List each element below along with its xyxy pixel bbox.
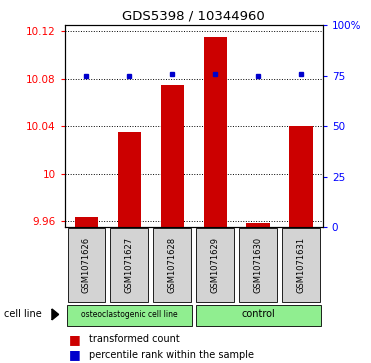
FancyBboxPatch shape (154, 228, 191, 302)
Text: transformed count: transformed count (89, 334, 180, 344)
Text: GSM1071627: GSM1071627 (125, 237, 134, 293)
Text: osteoclastogenic cell line: osteoclastogenic cell line (81, 310, 178, 319)
FancyBboxPatch shape (68, 228, 105, 302)
Bar (118, 132, 141, 227)
FancyBboxPatch shape (67, 305, 192, 326)
FancyBboxPatch shape (196, 305, 321, 326)
FancyBboxPatch shape (111, 228, 148, 302)
Text: GSM1071631: GSM1071631 (297, 237, 306, 293)
Text: GSM1071628: GSM1071628 (168, 237, 177, 293)
FancyBboxPatch shape (282, 228, 320, 302)
Title: GDS5398 / 10344960: GDS5398 / 10344960 (122, 10, 265, 23)
Text: ■: ■ (69, 333, 81, 346)
FancyBboxPatch shape (196, 228, 234, 302)
Text: GSM1071629: GSM1071629 (211, 237, 220, 293)
FancyBboxPatch shape (239, 228, 277, 302)
Bar (204, 37, 227, 227)
Text: GSM1071630: GSM1071630 (254, 237, 263, 293)
Text: control: control (242, 309, 275, 319)
Bar (161, 85, 184, 227)
Bar (75, 217, 98, 227)
Text: GSM1071626: GSM1071626 (82, 237, 91, 293)
Text: percentile rank within the sample: percentile rank within the sample (89, 350, 254, 360)
Bar (246, 223, 270, 227)
Text: cell line: cell line (4, 309, 42, 319)
Text: ■: ■ (69, 348, 81, 362)
Bar (289, 126, 313, 227)
